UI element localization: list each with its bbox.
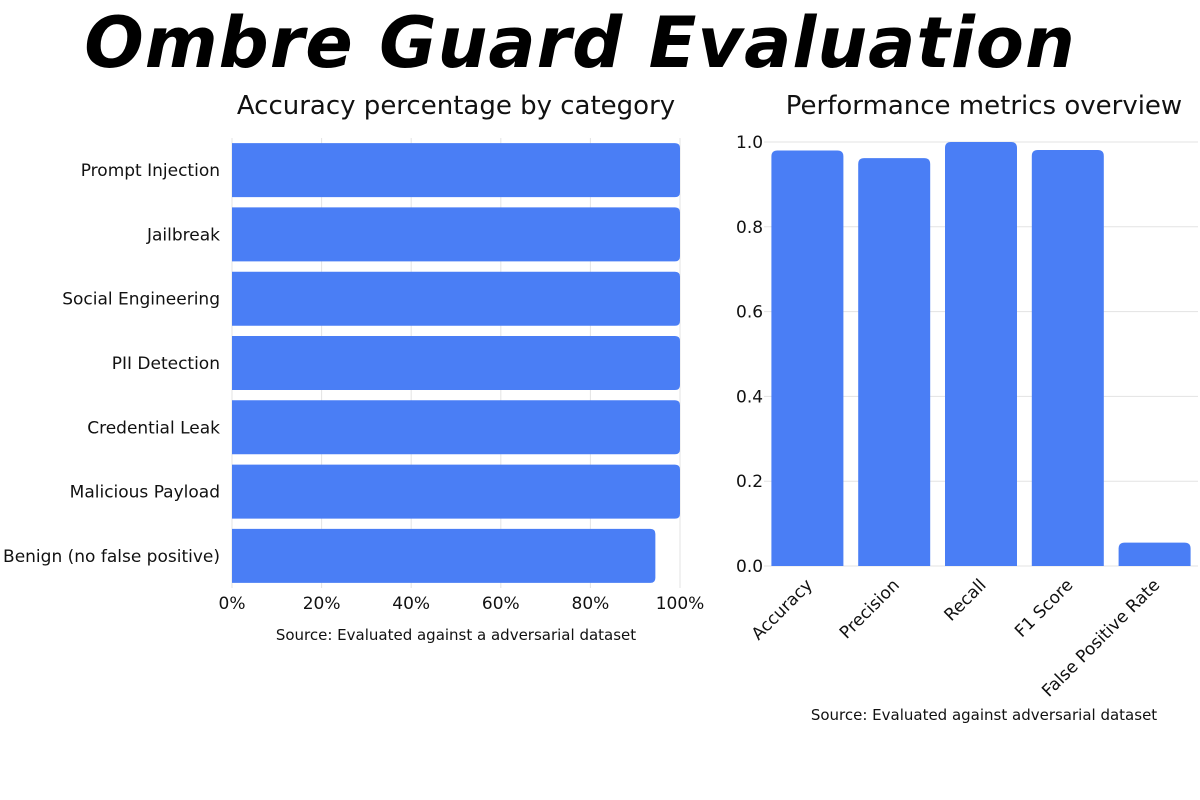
bar-credential-leak <box>232 400 680 455</box>
category-label: Credential Leak <box>87 418 220 438</box>
bar-prompt-injection <box>232 143 680 198</box>
accuracy-chart-source: Source: Evaluated against a adversarial … <box>276 626 636 644</box>
y-tick-label: 0.2 <box>736 472 763 492</box>
y-tick-label: 0.8 <box>736 218 763 238</box>
bar-precision <box>858 158 931 566</box>
x-tick-label: 40% <box>392 594 430 614</box>
metrics-chart-source: Source: Evaluated against adversarial da… <box>811 706 1157 724</box>
y-tick-label: 0.6 <box>736 303 763 323</box>
category-label: F1 Score <box>1011 575 1077 641</box>
category-label: PII Detection <box>112 354 220 374</box>
metrics-chart-title: Performance metrics overview <box>786 91 1182 121</box>
x-tick-label: 20% <box>303 594 341 614</box>
bar-malicious-payload <box>232 464 680 519</box>
bar-jailbreak <box>232 207 680 262</box>
category-label: Jailbreak <box>146 225 220 245</box>
bar-pii-detection <box>232 336 680 390</box>
x-tick-label: 60% <box>482 594 520 614</box>
y-tick-label: 0.4 <box>736 387 763 407</box>
category-label: Recall <box>941 575 991 625</box>
bar-recall <box>945 142 1017 566</box>
category-label: Social Engineering <box>62 290 220 310</box>
bar-social-engineering <box>232 271 680 326</box>
category-label: Benign (no false positive) <box>3 547 220 567</box>
category-label: Precision <box>836 575 904 643</box>
y-tick-label: 0.0 <box>736 557 763 577</box>
category-label: Prompt Injection <box>81 161 220 181</box>
bar-benign-no-false-positive <box>232 528 656 583</box>
category-label: Accuracy <box>748 575 817 644</box>
accuracy-by-category-chart: Accuracy percentage by category 0% 20% 40% 6… <box>3 91 705 644</box>
bar-f1-score <box>1031 150 1104 566</box>
category-label: Malicious Payload <box>70 483 220 503</box>
x-tick-label: 100% <box>656 594 705 614</box>
bar-false-positive-rate <box>1118 542 1191 566</box>
y-tick-label: 1.0 <box>736 133 763 153</box>
bar-accuracy <box>771 150 844 567</box>
x-tick-label: 80% <box>572 594 610 614</box>
x-tick-label: 0% <box>219 594 246 614</box>
accuracy-chart-title: Accuracy percentage by category <box>237 91 675 121</box>
page-title: Ombre Guard Evaluation <box>84 2 1076 84</box>
